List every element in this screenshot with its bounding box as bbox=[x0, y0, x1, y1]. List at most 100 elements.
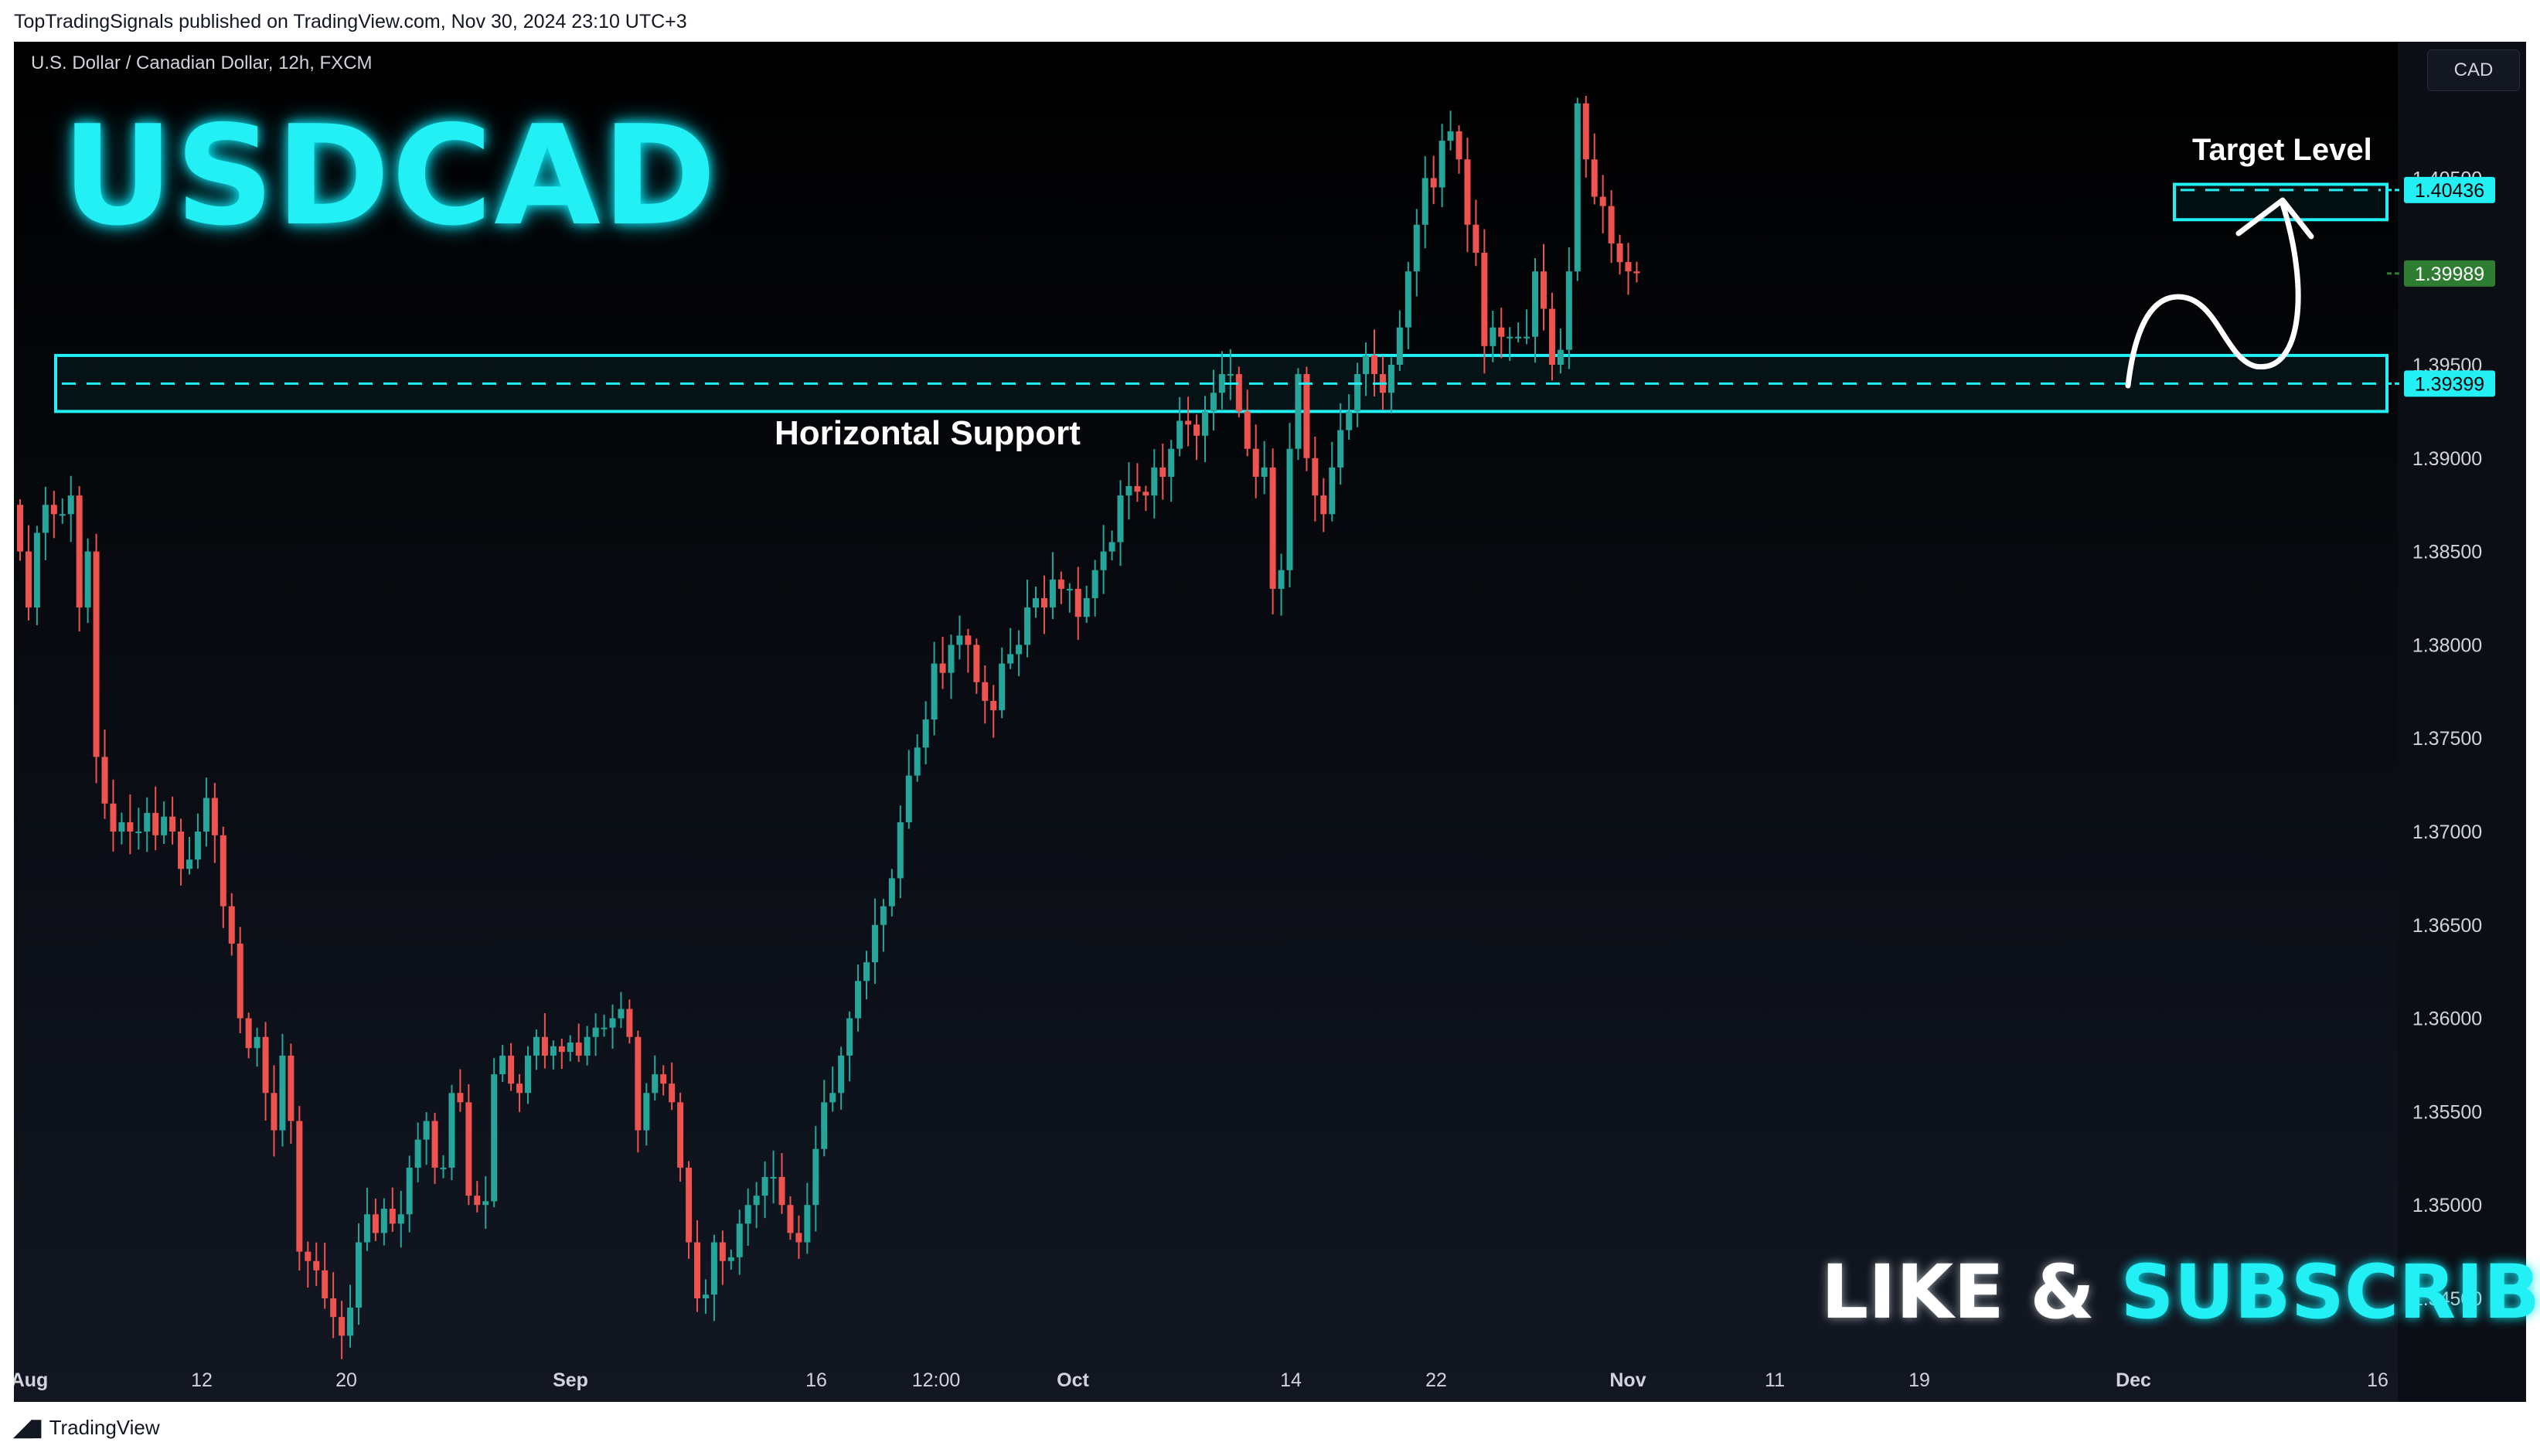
candle-body bbox=[474, 1196, 481, 1206]
projection-arrow bbox=[2125, 201, 2301, 389]
candle-body bbox=[1456, 131, 1462, 160]
candle-body bbox=[1481, 253, 1488, 346]
candle-body bbox=[821, 1102, 828, 1149]
candle-body bbox=[618, 1009, 625, 1019]
candle-body bbox=[669, 1083, 676, 1103]
candle-body bbox=[1447, 131, 1454, 141]
candle-body bbox=[584, 1036, 591, 1056]
candle-body bbox=[982, 682, 989, 701]
candle-body bbox=[694, 1242, 700, 1298]
candle-body bbox=[288, 1055, 295, 1121]
candle-body bbox=[1387, 365, 1394, 393]
chart-frame[interactable]: 1.34500 1.35000 1.35500 1.36000 1.36500 1.370… bbox=[14, 42, 2540, 1402]
candle-body bbox=[1473, 224, 1479, 253]
price-tick-label: 1.34500 bbox=[2412, 1288, 2482, 1310]
candle-body bbox=[846, 1018, 853, 1056]
chart-canvas[interactable]: 1.34500 1.35000 1.35500 1.36000 1.36500 1.370… bbox=[14, 42, 2526, 1402]
candle-body bbox=[999, 663, 1006, 710]
ticker-big-title: USDCAD bbox=[62, 96, 718, 256]
candle-body bbox=[736, 1223, 743, 1257]
time-tick-label: 12 bbox=[191, 1369, 213, 1391]
candle-body bbox=[770, 1176, 777, 1179]
footer-brand: ◢▮ TradingView bbox=[14, 1414, 160, 1441]
candle-body bbox=[812, 1148, 819, 1206]
candle-body bbox=[372, 1214, 379, 1233]
candle-body bbox=[753, 1196, 760, 1206]
candle-body bbox=[1490, 327, 1496, 346]
time-tick-label: Aug bbox=[14, 1369, 48, 1391]
candle-body bbox=[1633, 271, 1640, 274]
candle-body bbox=[1515, 336, 1522, 338]
candle-body bbox=[652, 1074, 659, 1094]
candle-body bbox=[262, 1036, 269, 1094]
candle-body bbox=[169, 816, 176, 832]
candle-body bbox=[787, 1205, 794, 1233]
candle-body bbox=[897, 822, 904, 879]
candle-body bbox=[855, 981, 862, 1019]
candle-body bbox=[1091, 570, 1098, 598]
candle-body bbox=[871, 924, 878, 963]
candle-body bbox=[1142, 492, 1149, 496]
currency-selector[interactable]: CAD bbox=[2427, 49, 2520, 91]
candle-body bbox=[601, 1027, 608, 1029]
price-tick-label: 1.37500 bbox=[2412, 728, 2482, 750]
candle-body bbox=[1016, 645, 1023, 655]
candle-body bbox=[135, 832, 142, 833]
candle-body bbox=[516, 1083, 523, 1094]
candle-body bbox=[389, 1209, 396, 1224]
candle-body bbox=[1278, 570, 1285, 589]
candle-body bbox=[1625, 262, 1632, 272]
candle-body bbox=[363, 1214, 370, 1243]
candle-body bbox=[686, 1167, 693, 1243]
candle-body bbox=[271, 1093, 277, 1131]
price-tick-label: 1.36500 bbox=[2412, 915, 2482, 937]
candle-body bbox=[1404, 271, 1411, 328]
candle-body bbox=[550, 1046, 557, 1056]
price-tick-label: 1.35000 bbox=[2412, 1195, 2482, 1216]
price-tag-support: 1.39399 bbox=[2415, 373, 2484, 395]
candle-body bbox=[931, 663, 938, 720]
candle-body bbox=[1312, 458, 1319, 496]
candle-body bbox=[322, 1270, 329, 1298]
candle-body bbox=[965, 635, 972, 645]
time-tick-label: Oct bbox=[1057, 1369, 1089, 1391]
candle-body bbox=[296, 1121, 303, 1252]
price-tag-bg bbox=[2404, 260, 2495, 287]
candle-body bbox=[1363, 355, 1370, 375]
price-tick-label: 1.38000 bbox=[2412, 634, 2482, 656]
candle-body bbox=[1320, 495, 1327, 515]
candle-body bbox=[1582, 103, 1589, 160]
tradingview-logo-icon: ◢▮ bbox=[14, 1415, 43, 1441]
candle-body bbox=[1269, 467, 1276, 589]
candle-body bbox=[339, 1317, 346, 1336]
candle-body bbox=[609, 1018, 616, 1028]
candle-body bbox=[84, 551, 91, 608]
candle-body bbox=[1295, 374, 1302, 449]
candle-body bbox=[465, 1102, 472, 1196]
price-tick-label: 1.36000 bbox=[2412, 1009, 2482, 1030]
time-tick-label: 14 bbox=[1280, 1369, 1302, 1391]
price-tick-label: 1.38500 bbox=[2412, 542, 2482, 563]
candle-body bbox=[431, 1121, 438, 1168]
candle-body bbox=[76, 495, 83, 608]
candle-body bbox=[905, 775, 912, 822]
time-tick-label: 16 bbox=[2367, 1369, 2388, 1391]
candle-body bbox=[575, 1043, 582, 1056]
candle-body bbox=[423, 1121, 430, 1140]
candle-body bbox=[804, 1205, 811, 1243]
candle-body bbox=[33, 532, 40, 608]
candle-body bbox=[1498, 327, 1505, 337]
candle-body bbox=[1202, 411, 1208, 436]
candle-body bbox=[313, 1260, 320, 1271]
candle-body bbox=[406, 1167, 413, 1215]
support-label: Horizontal Support bbox=[775, 414, 1081, 452]
time-tick-label: Dec bbox=[2116, 1369, 2151, 1391]
price-tag-bg bbox=[2404, 370, 2495, 397]
candle-body bbox=[660, 1074, 667, 1084]
time-tick-label: 19 bbox=[1908, 1369, 1930, 1391]
target-label: Target Level bbox=[2192, 133, 2372, 167]
candle-body bbox=[237, 943, 243, 1019]
candle-body bbox=[702, 1294, 709, 1298]
candle-body bbox=[110, 803, 117, 832]
candle-body bbox=[973, 645, 980, 682]
